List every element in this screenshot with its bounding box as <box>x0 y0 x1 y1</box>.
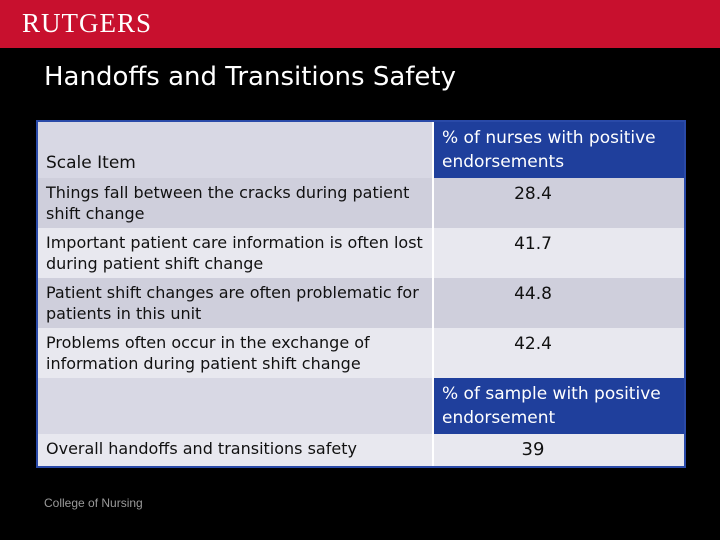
summary-header-row: % of sample with positive endorsement <box>38 378 684 434</box>
logo: RUTGERS <box>22 8 153 38</box>
header-row: Scale Item % of nurses with positive end… <box>38 122 684 178</box>
banner: RUTGERS <box>0 0 720 48</box>
column-header: % of nurses with positive endorsements <box>434 122 684 178</box>
summary-label: Overall handoffs and transitions safety <box>38 434 434 466</box>
summary-row: Overall handoffs and transitions safety 3… <box>38 434 684 466</box>
footer: College of Nursing <box>44 496 143 510</box>
percentage: 41.7 <box>514 234 552 254</box>
table: Scale Item % of nurses with positive end… <box>36 120 686 468</box>
table-row: Patient shift changes are often problema… <box>38 278 684 328</box>
table-row: Important patient care information is of… <box>38 228 684 278</box>
table-row: Things fall between the cracks during pa… <box>38 178 684 228</box>
scale-item: Things fall between the cracks during pa… <box>38 178 434 228</box>
scale-item: Important patient care information is of… <box>38 228 434 278</box>
scale-item: Patient shift changes are often problema… <box>38 278 434 328</box>
scale-item: Problems often occur in the exchange of … <box>38 328 434 378</box>
slide-title: Handoffs and Transitions Safety <box>44 62 456 92</box>
summary-value: 39 <box>521 439 545 460</box>
percentage: 44.8 <box>514 284 552 304</box>
column-header: Scale Item <box>38 122 434 178</box>
blank-cell <box>38 378 434 434</box>
summary-header: % of sample with positive endorsement <box>434 378 684 434</box>
percentage: 28.4 <box>514 184 552 204</box>
table-row: Problems often occur in the exchange of … <box>38 328 684 378</box>
percentage: 42.4 <box>514 334 552 354</box>
